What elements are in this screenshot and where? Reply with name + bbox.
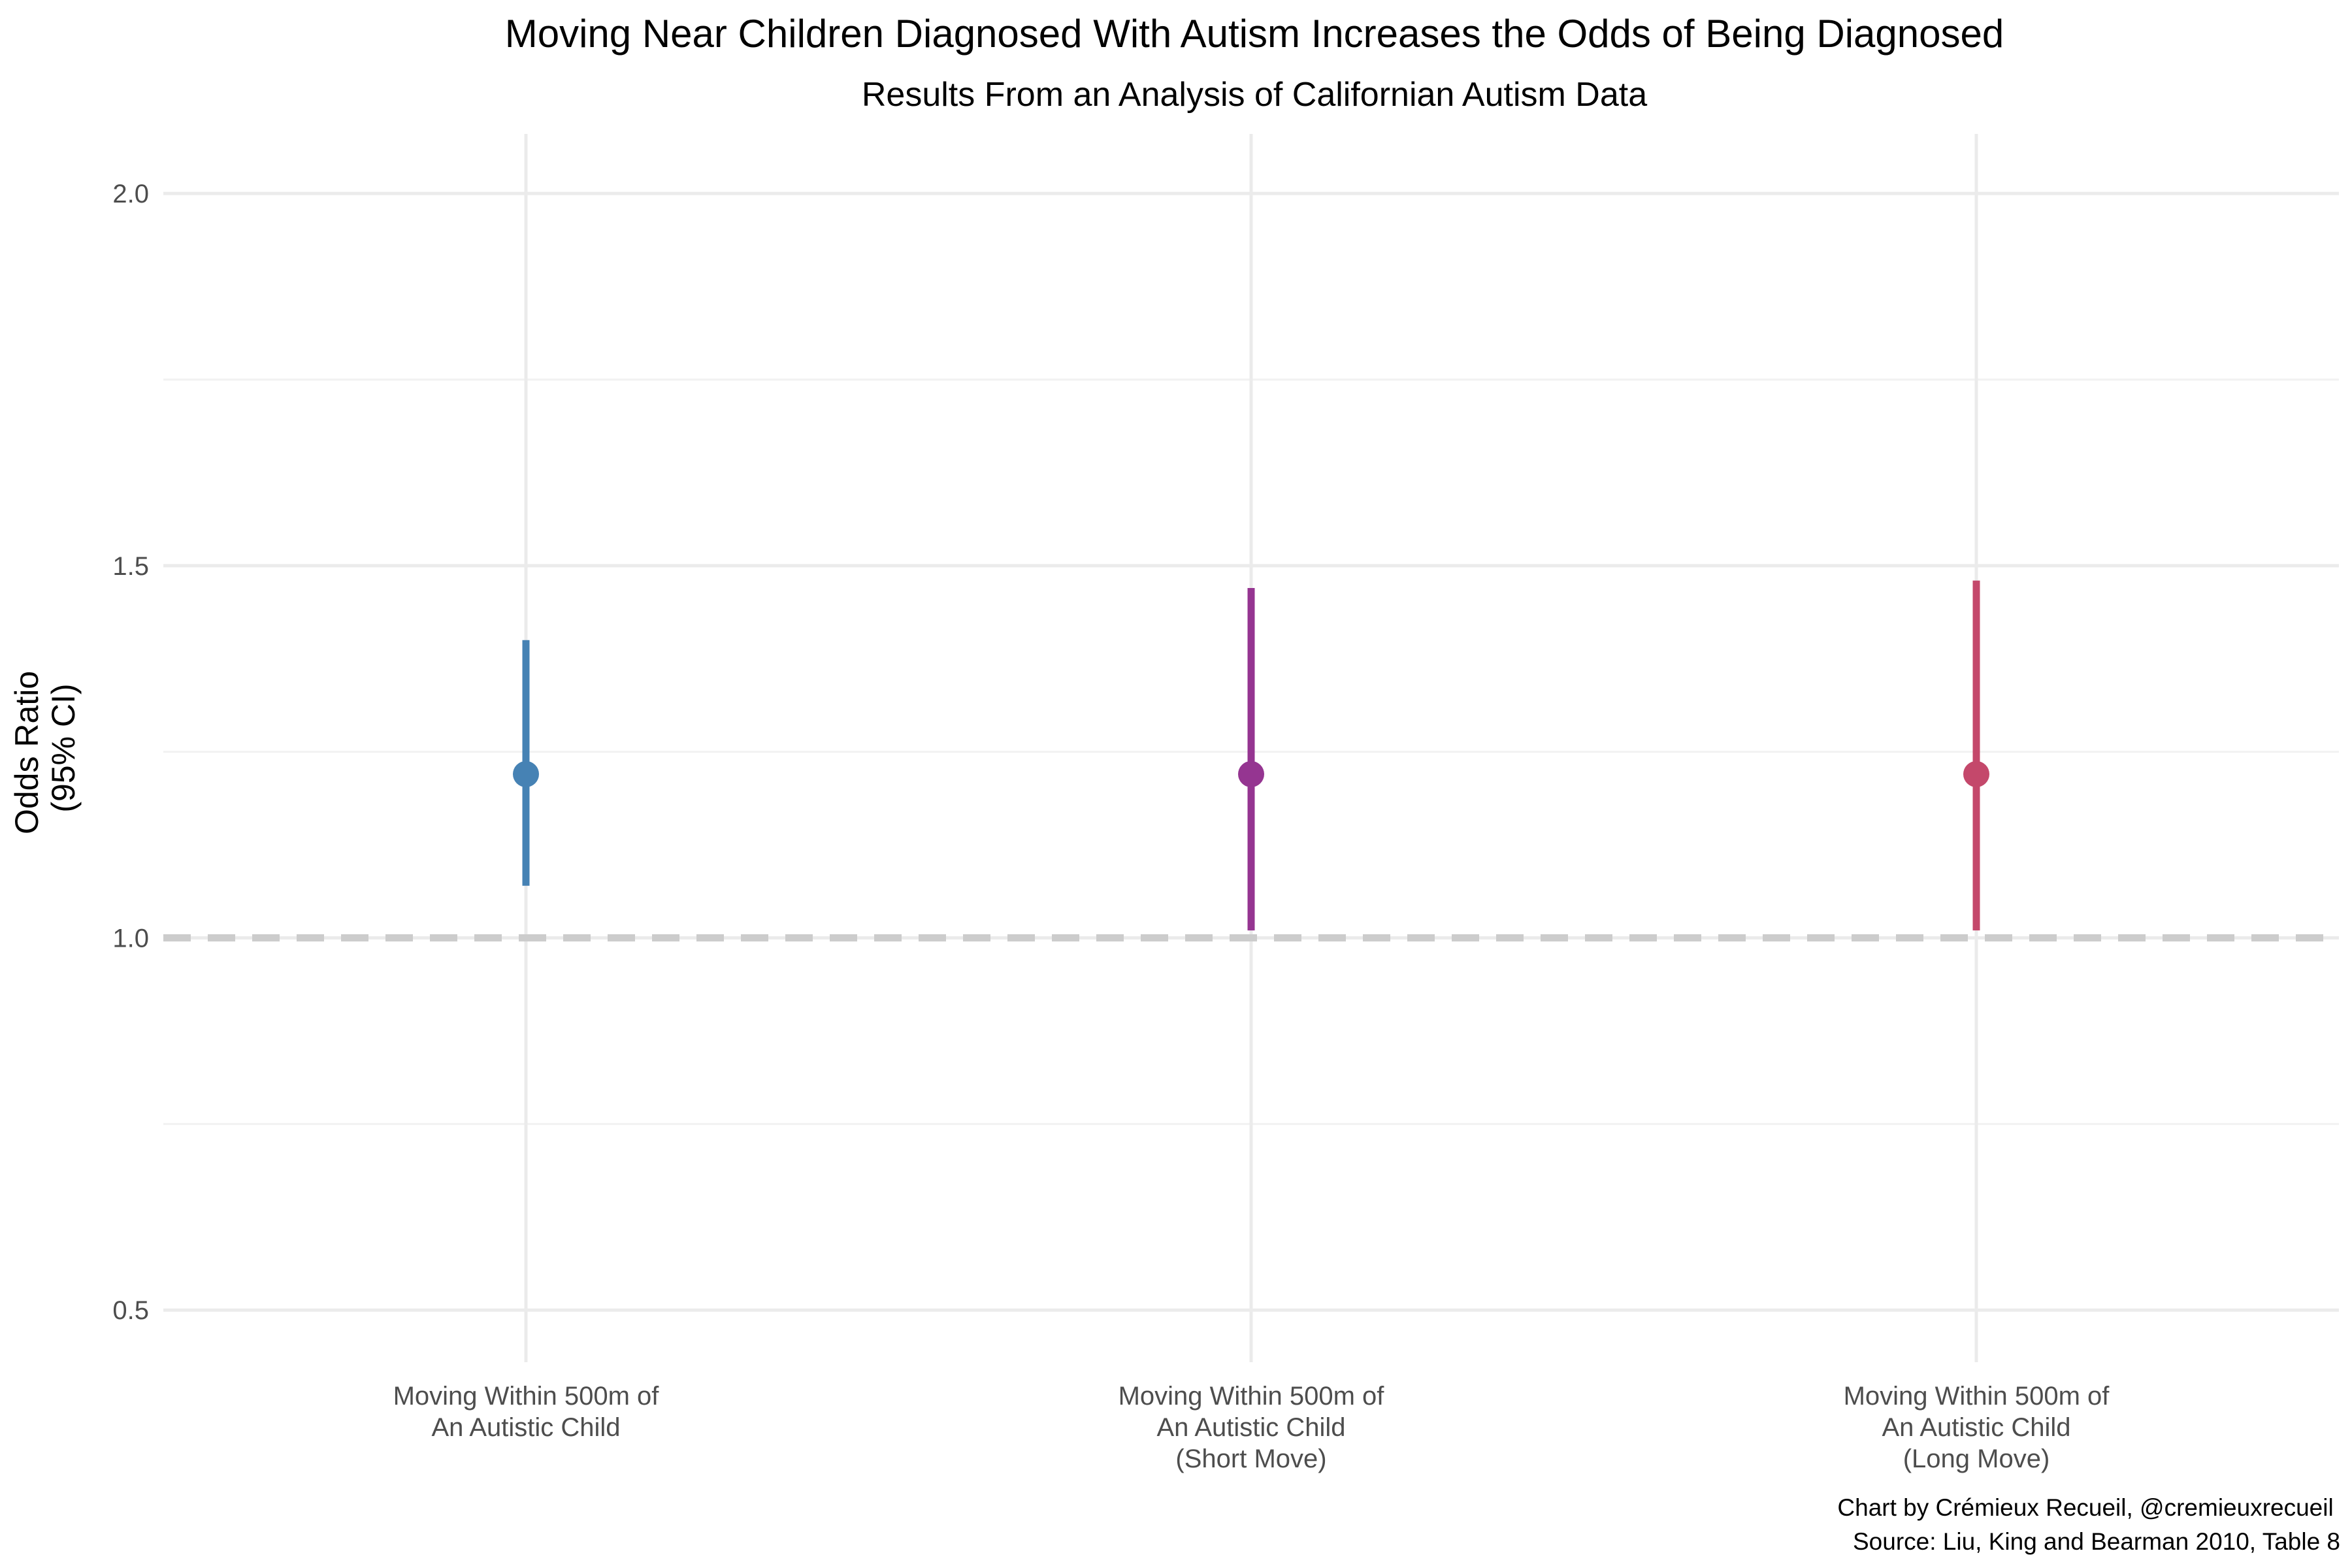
y-tick-label: 0.5 (112, 1296, 149, 1325)
x-tick-labels: Moving Within 500m of An Autistic ChildMo… (393, 1382, 2110, 1473)
x-tick-label-line: Moving Within 500m of (1119, 1382, 1385, 1411)
y-tick-label: 2.0 (112, 180, 149, 208)
chart-subtitle: Results From an Analysis of Californian … (862, 76, 1647, 114)
x-tick-label: Moving Within 500m of An Autistic Child (L… (1844, 1382, 2110, 1473)
x-tick-label-line: An Autistic Child (431, 1413, 620, 1442)
caption-source: Source: Liu, King and Bearman 2010, Tabl… (1853, 1528, 2340, 1555)
x-tick-label-line: (Short Move) (1175, 1445, 1326, 1473)
point-estimate (1963, 760, 1989, 787)
x-tick-label: Moving Within 500m of An Autistic Child (S… (1119, 1382, 1385, 1473)
point-estimate (513, 760, 539, 787)
y-axis-title-line-1: Odds Ratio (8, 671, 45, 834)
x-tick-label-line: Moving Within 500m of (393, 1382, 660, 1411)
marks-layer (513, 580, 1989, 931)
x-tick-label-line: Moving Within 500m of (1844, 1382, 2110, 1411)
x-tick-label-line: An Autistic Child (1882, 1413, 2070, 1442)
x-tick-label-line: An Autistic Child (1156, 1413, 1345, 1442)
chart-title: Moving Near Children Diagnosed With Auti… (505, 12, 2004, 56)
y-tick-label: 1.5 (112, 552, 149, 581)
chart-caption: Chart by Crémieux Recueil, @cremieuxrecu… (1837, 1494, 2340, 1555)
point-estimate (1238, 760, 1264, 787)
caption-credit: Chart by Crémieux Recueil, @cremieuxrecu… (1837, 1494, 2333, 1521)
x-tick-label: Moving Within 500m of An Autistic Child (393, 1382, 660, 1442)
y-tick-label: 1.0 (112, 924, 149, 953)
y-axis-title-line-2: (95% CI) (45, 683, 82, 812)
x-tick-label-line: (Long Move) (1903, 1445, 2050, 1473)
y-axis-title: Odds Ratio (95% CI) (8, 662, 82, 834)
y-tick-labels: 0.5 1.0 1.5 2.0 (112, 180, 149, 1325)
